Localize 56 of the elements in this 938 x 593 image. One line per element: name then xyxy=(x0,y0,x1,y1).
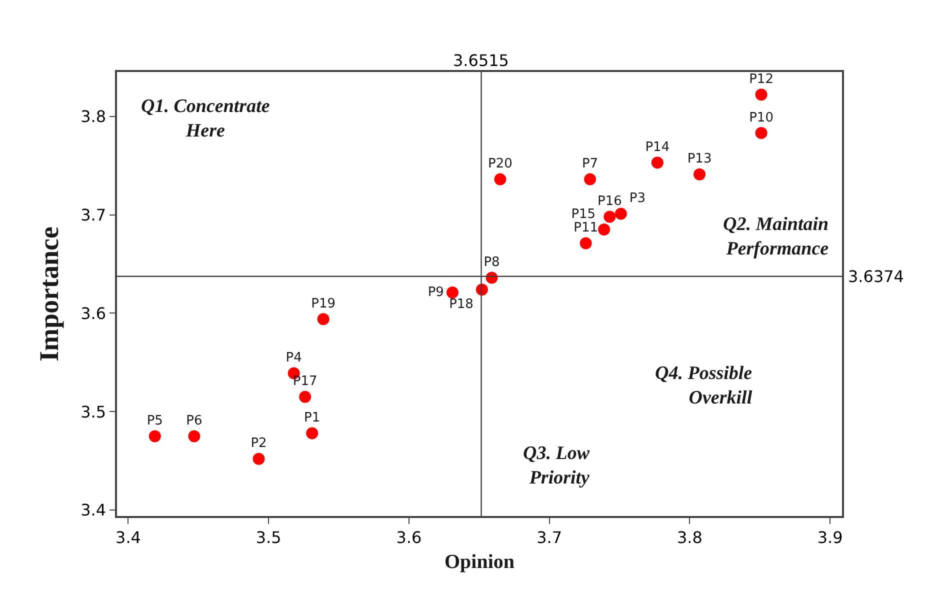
x-axis-title: Opinion xyxy=(444,550,515,573)
annotation: Q3. Low Priority xyxy=(523,443,590,489)
data-label: P20 xyxy=(488,156,512,172)
point xyxy=(694,168,706,180)
data-label: P5 xyxy=(146,414,163,429)
point xyxy=(598,224,610,236)
y-tick-label: 3.6 xyxy=(80,304,106,323)
x-tick-label: 3.4 xyxy=(116,528,141,547)
y-tick-label: 3.7 xyxy=(80,205,106,224)
ref-line-label: 3.6374 xyxy=(848,267,904,286)
point xyxy=(614,208,627,220)
y-tick-label: 3.8 xyxy=(80,106,106,126)
point xyxy=(580,237,592,250)
data-label: P9 xyxy=(428,284,444,300)
data-label: P8 xyxy=(484,255,500,270)
point xyxy=(188,430,200,442)
data-label: P3 xyxy=(629,191,646,206)
point xyxy=(306,427,318,440)
data-label: P13 xyxy=(687,152,712,167)
point xyxy=(252,452,265,465)
point xyxy=(299,390,312,403)
point xyxy=(604,210,616,223)
point xyxy=(651,156,664,169)
annotation: Q2. Maintain Performance xyxy=(723,214,830,260)
y-tick-label: 3.4 xyxy=(80,500,106,520)
data-label: P4 xyxy=(286,350,302,366)
point xyxy=(494,173,506,186)
x-tick-label: 3.5 xyxy=(256,528,282,547)
data-label: P12 xyxy=(749,72,774,87)
data-label: P17 xyxy=(292,374,318,390)
data-label: P10 xyxy=(749,110,774,126)
data-label: P1 xyxy=(304,410,320,426)
y-axis-title: Importance xyxy=(34,226,64,362)
x-tick-label: 3.9 xyxy=(817,528,843,547)
point xyxy=(584,173,596,186)
data-label: P6 xyxy=(186,414,202,429)
data-label: P14 xyxy=(645,140,670,155)
point xyxy=(148,430,161,442)
annotation: Q1. Concentrate Here xyxy=(141,96,270,142)
point xyxy=(755,127,768,140)
data-label: P16 xyxy=(597,194,622,209)
data-label: P2 xyxy=(250,436,267,452)
data-label: P11 xyxy=(574,220,598,236)
point xyxy=(446,286,458,299)
data-label: P18 xyxy=(449,296,474,312)
x-tick-label: 3.6 xyxy=(396,528,422,547)
data-label: P19 xyxy=(311,296,336,312)
data-label: P7 xyxy=(582,156,598,172)
annotation: Q4. Possible Overkill xyxy=(655,363,753,409)
point xyxy=(317,313,330,326)
x-tick-label: 3.8 xyxy=(676,528,702,547)
x-tick-label: 3.7 xyxy=(536,528,562,547)
data-label: P15 xyxy=(571,206,596,222)
ref-line-label: 3.6515 xyxy=(453,51,509,70)
point xyxy=(755,88,768,101)
y-tick-label: 3.5 xyxy=(80,402,106,422)
